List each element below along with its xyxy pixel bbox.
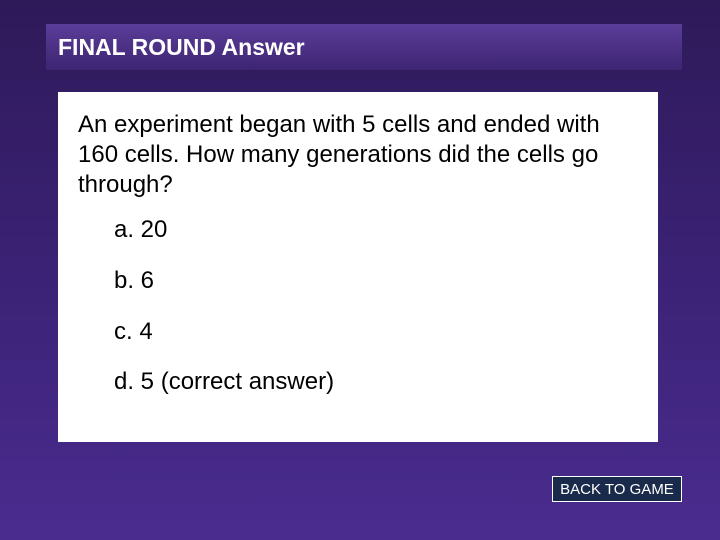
slide-title: FINAL ROUND Answer bbox=[58, 34, 305, 61]
answer-a: a. 20 bbox=[114, 216, 638, 245]
back-to-game-label: BACK TO GAME bbox=[560, 481, 674, 498]
answer-b: b. 6 bbox=[114, 267, 638, 296]
answer-c: c. 4 bbox=[114, 318, 638, 347]
answer-list: a. 20 b. 6 c. 4 d. 5 (correct answer) bbox=[78, 216, 638, 397]
back-to-game-button[interactable]: BACK TO GAME bbox=[552, 476, 682, 502]
question-box: An experiment began with 5 cells and end… bbox=[58, 92, 658, 442]
title-bar: FINAL ROUND Answer bbox=[46, 24, 682, 70]
question-text: An experiment began with 5 cells and end… bbox=[78, 110, 638, 200]
slide-container: FINAL ROUND Answer An experiment began w… bbox=[0, 0, 720, 540]
answer-d: d. 5 (correct answer) bbox=[114, 368, 638, 397]
